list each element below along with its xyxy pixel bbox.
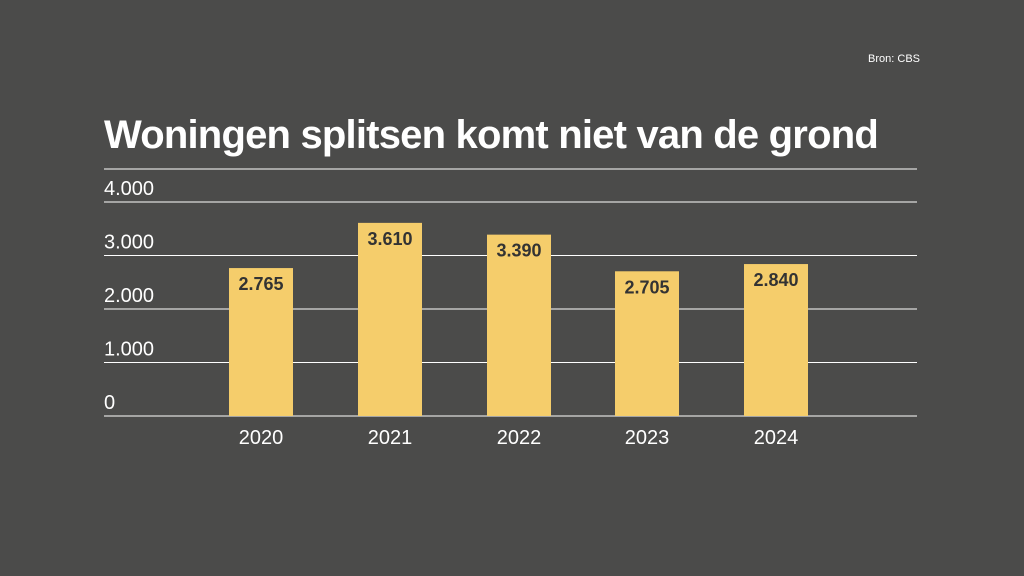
bar — [744, 264, 808, 416]
bar — [615, 271, 679, 416]
bar-value-label: 2.840 — [753, 270, 798, 290]
y-tick-label: 3.000 — [104, 232, 154, 254]
bar-value-labels: 2.765 3.610 3.390 2.705 2.840 — [238, 229, 798, 297]
bar-value-label: 2.705 — [624, 277, 669, 297]
bar-value-label: 3.390 — [496, 241, 541, 261]
x-category-label: 2021 — [368, 427, 413, 449]
x-category-label: 2023 — [625, 427, 670, 449]
bar-value-label: 2.765 — [238, 274, 283, 294]
y-tick-label: 2.000 — [104, 285, 154, 307]
x-axis-category-labels: 2020 2021 2022 2023 2024 — [239, 427, 799, 449]
bar — [229, 268, 293, 416]
y-tick-label: 0 — [104, 392, 115, 414]
y-tick-label: 4.000 — [104, 178, 154, 200]
x-category-label: 2024 — [754, 427, 799, 449]
y-tick-label: 1.000 — [104, 339, 154, 361]
source-note: Bron: CBS — [868, 53, 920, 65]
chart-title: Woningen splitsen komt niet van de grond — [104, 113, 879, 157]
bar-value-label: 3.610 — [367, 229, 412, 249]
y-axis-tick-labels: 0 1.000 2.000 3.000 4.000 — [104, 178, 154, 414]
bar — [487, 234, 551, 416]
x-category-label: 2020 — [239, 427, 284, 449]
bars — [229, 222, 808, 416]
x-category-label: 2022 — [497, 427, 542, 449]
bar — [358, 222, 422, 416]
